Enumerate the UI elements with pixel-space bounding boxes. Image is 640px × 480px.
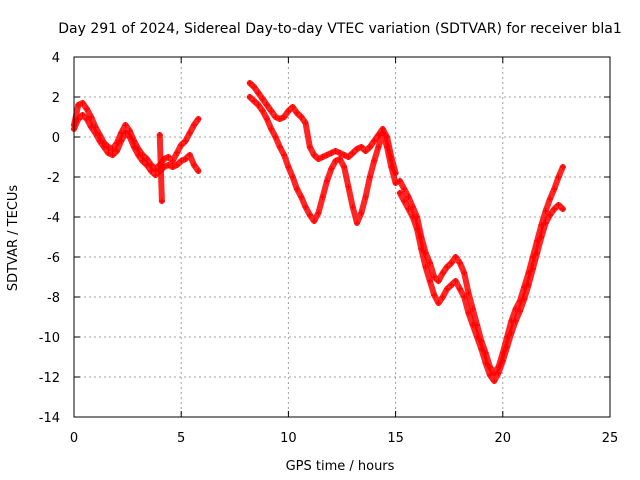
series-segment-1-branch [71,112,202,178]
point-cloud-band [156,132,165,204]
y-tick-label: -8 [47,291,60,306]
y-tick-label: -4 [47,211,60,226]
y-axis-label: SDTVAR / TECUs [6,185,21,292]
x-tick-label: 0 [70,431,78,446]
y-tick-label: -12 [39,371,60,386]
y-tick-label: -2 [47,171,60,186]
series-segment-2-upper [246,80,399,176]
data-points [71,80,566,384]
x-axis-label: GPS time / hours [286,459,395,474]
axis-ticks: 0 5 10 15 20 25 -14 -12 -10 -8 -6 -4 -2 0 2 4 [39,51,619,446]
plot-border [73,56,611,418]
y-tick-label: -10 [39,331,60,346]
series-segment-3-lower [396,190,566,384]
series-segment-2-lower [246,94,399,226]
point-cloud-band [396,190,566,384]
x-tick-label: 15 [387,431,404,446]
x-tick-label: 25 [602,431,619,446]
y-tick-label: -14 [39,411,60,426]
chart-title: Day 291 of 2024, Sidereal Day-to-day VTE… [58,21,621,37]
point-cloud-band [71,112,202,178]
y-tick-label: 4 [52,51,60,66]
grid-lines [74,57,610,417]
y-tick-label: 0 [52,131,60,146]
x-tick-label: 5 [177,431,185,446]
point-cloud-band [246,80,399,176]
y-tick-label: -6 [47,251,60,266]
point-cloud-band [246,94,399,226]
x-tick-label: 20 [495,431,512,446]
series-outliers [156,132,165,204]
x-tick-label: 10 [280,431,297,446]
y-tick-label: 2 [52,91,60,106]
